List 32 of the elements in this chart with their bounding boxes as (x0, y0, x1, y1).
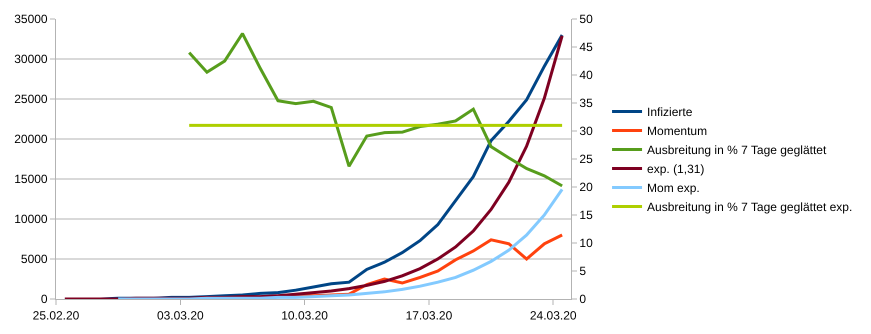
legend-label: exp. (1,31) (647, 162, 704, 176)
line-series (188, 32, 564, 188)
x-tick-label: 03.03.20 (156, 308, 204, 322)
legend-label: Ausbreitung in % 7 Tage geglättet exp. (647, 200, 852, 214)
x-tick-label: 17.03.20 (406, 308, 453, 322)
x-tick-label: 10.03.20 (281, 308, 328, 322)
x-tick-label: 24.03.20 (530, 308, 577, 322)
y-tick-label: 25000 (14, 92, 48, 106)
line-series (116, 188, 564, 299)
y2-tick-label: 40 (579, 68, 594, 82)
y2-tick-label: 0 (579, 292, 586, 306)
y2-tick-label: 20 (579, 180, 594, 194)
legend-label: Ausbreitung in % 7 Tage geglättet (647, 143, 827, 158)
y-tick-label: 5000 (20, 252, 48, 266)
legend-label: Mom exp. (647, 181, 700, 196)
x-tick-label: 25.02.20 (32, 308, 80, 322)
y-tick-label: 0 (40, 292, 48, 306)
y-tick-label: 20000 (14, 132, 48, 146)
y2-tick-label: 25 (579, 152, 594, 166)
y-tick-label: 15000 (14, 172, 48, 186)
legend-label: Infizierte (647, 105, 693, 120)
y2-tick-label: 10 (579, 236, 594, 250)
y-tick-label: 35000 (14, 12, 48, 26)
y2-tick-label: 15 (579, 208, 594, 222)
y2-tick-label: 5 (579, 264, 586, 278)
y-tick-label: 10000 (14, 212, 48, 226)
y2-tick-label: 50 (579, 12, 594, 26)
y2-tick-label: 30 (579, 124, 594, 138)
y2-tick-label: 45 (579, 40, 594, 54)
y2-tick-label: 35 (579, 96, 594, 110)
y-tick-label: 30000 (14, 52, 48, 66)
legend-label: Momentum (647, 124, 708, 138)
